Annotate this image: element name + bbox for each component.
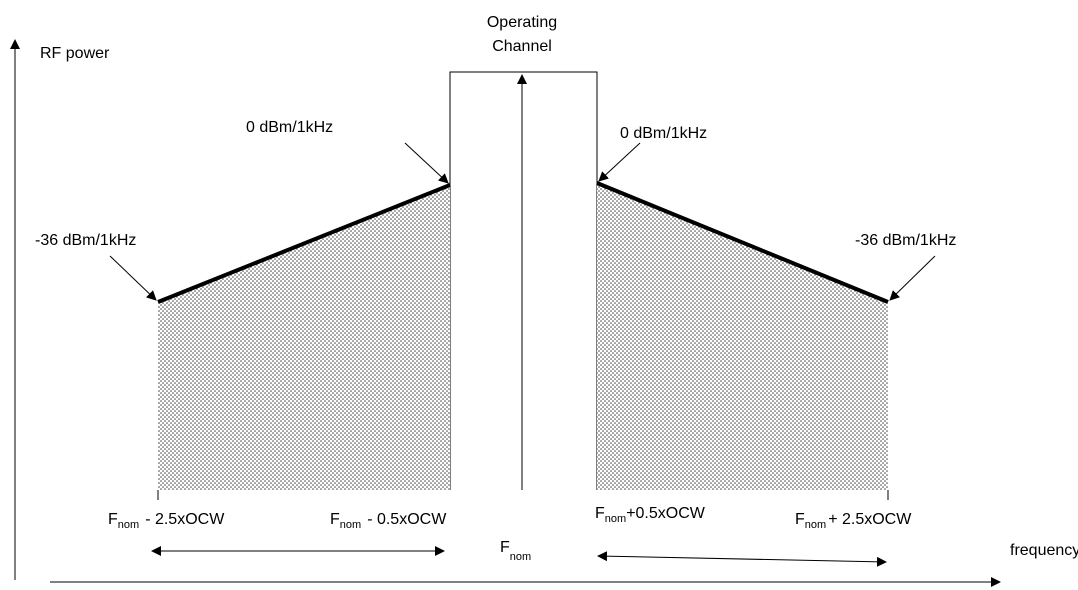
freq-sub: nom bbox=[510, 551, 531, 563]
freq-label: Fnom - 0.5xOCW bbox=[330, 511, 447, 531]
freq-offset: +0.5xOCW bbox=[626, 505, 706, 522]
freq-base: F bbox=[330, 511, 340, 528]
level-pointer bbox=[404, 142, 449, 184]
x-axis-label: frequency bbox=[1010, 542, 1078, 559]
level-pointer bbox=[109, 255, 157, 301]
level-label: 0 dBm/1kHz bbox=[620, 125, 707, 142]
mask-edge bbox=[596, 181, 889, 304]
mask-edge bbox=[157, 183, 451, 304]
channel-label: Channel bbox=[492, 38, 552, 55]
channel-label: Operating bbox=[487, 14, 557, 31]
freq-offset: - 0.5xOCW bbox=[367, 511, 447, 528]
mask-left bbox=[158, 185, 450, 490]
freq-sub: nom bbox=[118, 519, 139, 531]
level-label: -36 dBm/1kHz bbox=[35, 232, 136, 249]
freq-label: Fnom + 2.5xOCW bbox=[795, 511, 912, 531]
level-pointer bbox=[889, 255, 936, 301]
freq-base: F bbox=[108, 511, 118, 528]
freq-sub: nom bbox=[340, 519, 361, 531]
freq-label: Fnom+0.5xOCW bbox=[595, 505, 706, 525]
span-arrow bbox=[597, 551, 887, 567]
freq-base: F bbox=[795, 511, 805, 528]
level-pointer bbox=[598, 142, 641, 182]
y-axis-label: RF power bbox=[40, 45, 110, 62]
freq-offset: - 2.5xOCW bbox=[145, 511, 225, 528]
freq-label: Fnom - 2.5xOCW bbox=[108, 511, 225, 531]
freq-offset: + 2.5xOCW bbox=[828, 511, 912, 528]
level-label: 0 dBm/1kHz bbox=[246, 119, 333, 136]
freq-base: F bbox=[500, 539, 510, 556]
freq-label: Fnom bbox=[500, 539, 531, 563]
freq-sub: nom bbox=[805, 519, 826, 531]
level-label: -36 dBm/1kHz bbox=[855, 232, 956, 249]
freq-sub: nom bbox=[605, 513, 626, 525]
channel-box bbox=[449, 71, 598, 490]
mask-right bbox=[597, 183, 888, 490]
freq-base: F bbox=[595, 505, 605, 522]
